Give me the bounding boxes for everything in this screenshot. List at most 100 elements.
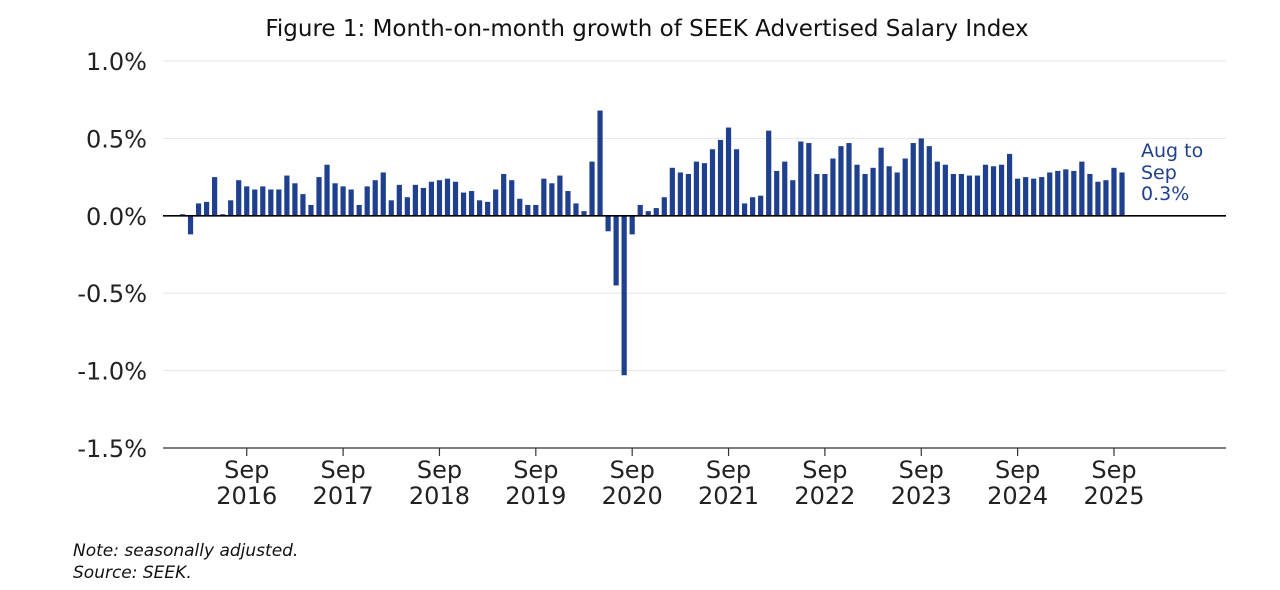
- bar: [292, 183, 298, 216]
- bar: [1006, 153, 1013, 216]
- bar: [477, 200, 483, 216]
- x-tick-year: 2019: [505, 482, 566, 510]
- bar: [637, 204, 643, 216]
- chart-title: Figure 1: Month-on-month growth of SEEK …: [265, 16, 1029, 42]
- bar: [485, 201, 491, 216]
- bar: [1095, 181, 1101, 216]
- bar: [460, 192, 467, 216]
- bar: [525, 204, 531, 216]
- bar: [653, 208, 659, 216]
- bar: [1111, 167, 1117, 216]
- y-tick-label: -0.5%: [77, 280, 147, 308]
- bar: [517, 198, 523, 216]
- bar: [364, 186, 370, 216]
- x-tick-year: 2017: [313, 482, 374, 510]
- bar: [187, 215, 194, 235]
- bar: [1071, 170, 1077, 216]
- annotation-line-1: Aug to: [1141, 140, 1203, 162]
- bar: [380, 172, 386, 216]
- y-tick-label: -1.0%: [77, 358, 147, 386]
- bar: [830, 158, 836, 216]
- bar: [798, 141, 804, 216]
- x-tick-month: Sep: [224, 456, 269, 484]
- x-axis-ticks: Sep2016Sep2017Sep2018Sep2019Sep2020Sep20…: [216, 448, 1145, 510]
- x-tick-year: 2020: [602, 482, 663, 510]
- x-tick-year: 2025: [1083, 482, 1144, 510]
- bar: [549, 183, 555, 216]
- bar: [774, 170, 780, 216]
- bar: [725, 127, 732, 216]
- bar: [452, 181, 459, 216]
- bar: [918, 138, 924, 216]
- bar: [838, 146, 844, 216]
- bar: [444, 178, 451, 216]
- bar: [1023, 177, 1029, 216]
- x-tick-year: 2018: [409, 482, 470, 510]
- grid-lines: [163, 60, 1226, 372]
- bar: [806, 143, 812, 216]
- bar: [950, 174, 956, 216]
- bar: [268, 189, 274, 216]
- bar: [236, 180, 242, 216]
- bar: [212, 177, 218, 216]
- bar: [790, 180, 796, 216]
- bar: [597, 110, 603, 216]
- bar: [750, 197, 756, 216]
- bar: [1119, 172, 1125, 216]
- x-tick-year: 2021: [698, 482, 759, 510]
- bar: [468, 191, 475, 216]
- bar: [998, 164, 1005, 216]
- bar: [894, 172, 900, 216]
- bar: [284, 175, 290, 216]
- bar: [195, 203, 202, 216]
- bar: [260, 186, 266, 216]
- annotation-line-3: 0.3%: [1141, 183, 1189, 205]
- bar: [742, 203, 748, 216]
- bar: [541, 178, 547, 216]
- bar: [573, 203, 579, 216]
- bar: [733, 149, 740, 216]
- bar: [1103, 180, 1109, 216]
- footnotes: Note: seasonally adjusted. Source: SEEK.: [73, 540, 298, 584]
- bar: [814, 174, 820, 216]
- x-tick-month: Sep: [513, 456, 558, 484]
- bar: [1087, 174, 1093, 216]
- bars: [179, 110, 1125, 376]
- bar: [388, 200, 394, 216]
- bar: [356, 204, 362, 216]
- x-tick-month: Sep: [995, 456, 1040, 484]
- bar: [1031, 178, 1037, 216]
- bar: [870, 167, 876, 216]
- x-tick-month: Sep: [320, 456, 365, 484]
- y-tick-label: 0.0%: [86, 203, 147, 231]
- bar: [685, 174, 691, 216]
- bar: [228, 200, 234, 216]
- bar: [709, 149, 716, 216]
- y-axis-ticks: 1.0% 0.5% 0.0% -0.5% -1.0% -1.5%: [77, 48, 147, 463]
- x-tick-month: Sep: [802, 456, 847, 484]
- bar: [276, 189, 282, 216]
- x-tick-year: 2016: [216, 482, 277, 510]
- bar: [1047, 172, 1053, 216]
- bar: [509, 180, 515, 216]
- bar: [581, 211, 587, 216]
- bar: [493, 189, 499, 216]
- bar: [332, 183, 338, 216]
- bar: [501, 174, 507, 216]
- bar: [717, 139, 724, 216]
- bar: [846, 143, 852, 216]
- bar: [1039, 177, 1045, 216]
- bar: [854, 164, 860, 216]
- bar: [966, 175, 973, 216]
- bar: [661, 197, 667, 216]
- bar: [436, 180, 443, 216]
- bar: [677, 172, 683, 216]
- bar: [420, 187, 426, 216]
- bar: [589, 161, 595, 216]
- annotation-line-2: Sep: [1141, 162, 1177, 184]
- bar: [348, 189, 354, 216]
- bar: [324, 164, 330, 216]
- bar: [990, 166, 997, 216]
- bar: [926, 146, 932, 216]
- bar: [613, 215, 619, 286]
